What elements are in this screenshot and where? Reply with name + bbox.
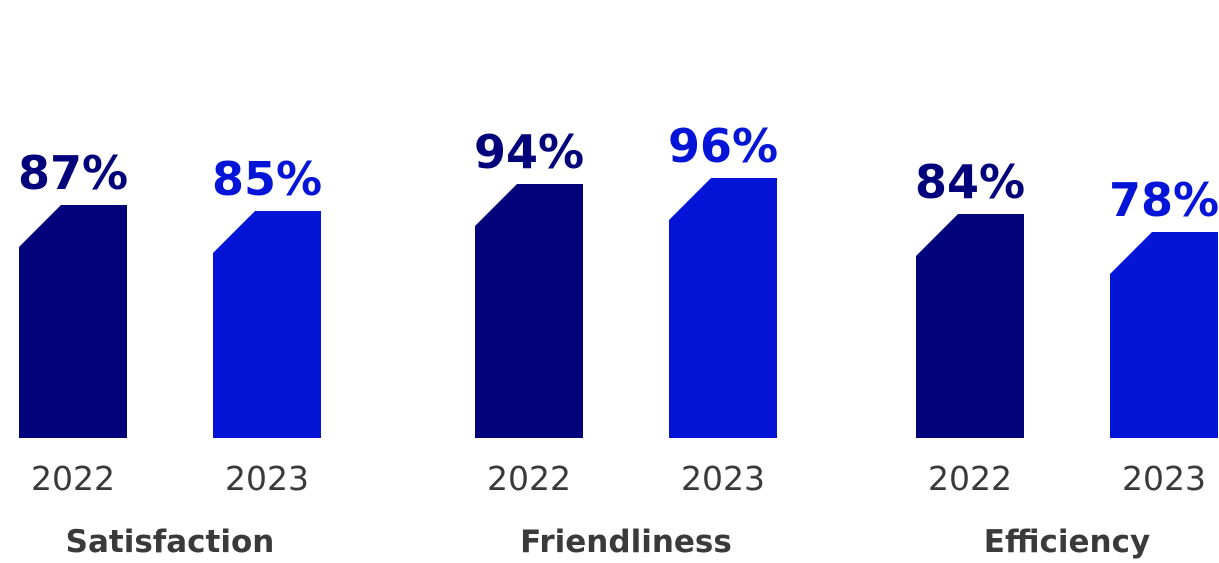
value-label-satisfaction-2023: 85%	[212, 152, 322, 206]
value-label-friendliness-2022: 94%	[474, 125, 584, 179]
year-label-satisfaction-2022: 2022	[31, 459, 115, 498]
bar-friendliness-2022	[475, 184, 583, 438]
bars-layer	[19, 178, 1218, 438]
bar-satisfaction-2023	[213, 211, 321, 438]
value-label-efficiency-2023: 78%	[1109, 173, 1219, 227]
group-label-friendliness: Friendliness	[520, 524, 732, 560]
value-label-efficiency-2022: 84%	[915, 155, 1025, 209]
bar-friendliness-2023	[669, 178, 777, 438]
year-label-friendliness-2022: 2022	[487, 459, 571, 498]
value-label-friendliness-2023: 96%	[668, 119, 778, 173]
year-label-friendliness-2023: 2023	[681, 459, 765, 498]
year-label-efficiency-2023: 2023	[1122, 459, 1206, 498]
labels-layer: 87% 2022 85% 2023 Satisfaction 94% 2022 96% 2023…	[18, 119, 1219, 560]
bar-satisfaction-2022	[19, 205, 127, 438]
year-label-efficiency-2022: 2022	[928, 459, 1012, 498]
value-label-satisfaction-2022: 87%	[18, 146, 128, 200]
bar-efficiency-2023	[1110, 232, 1218, 438]
bar-efficiency-2022	[916, 214, 1024, 438]
group-label-satisfaction: Satisfaction	[66, 524, 275, 560]
group-label-efficiency: Efficiency	[984, 524, 1150, 560]
year-label-satisfaction-2023: 2023	[225, 459, 309, 498]
